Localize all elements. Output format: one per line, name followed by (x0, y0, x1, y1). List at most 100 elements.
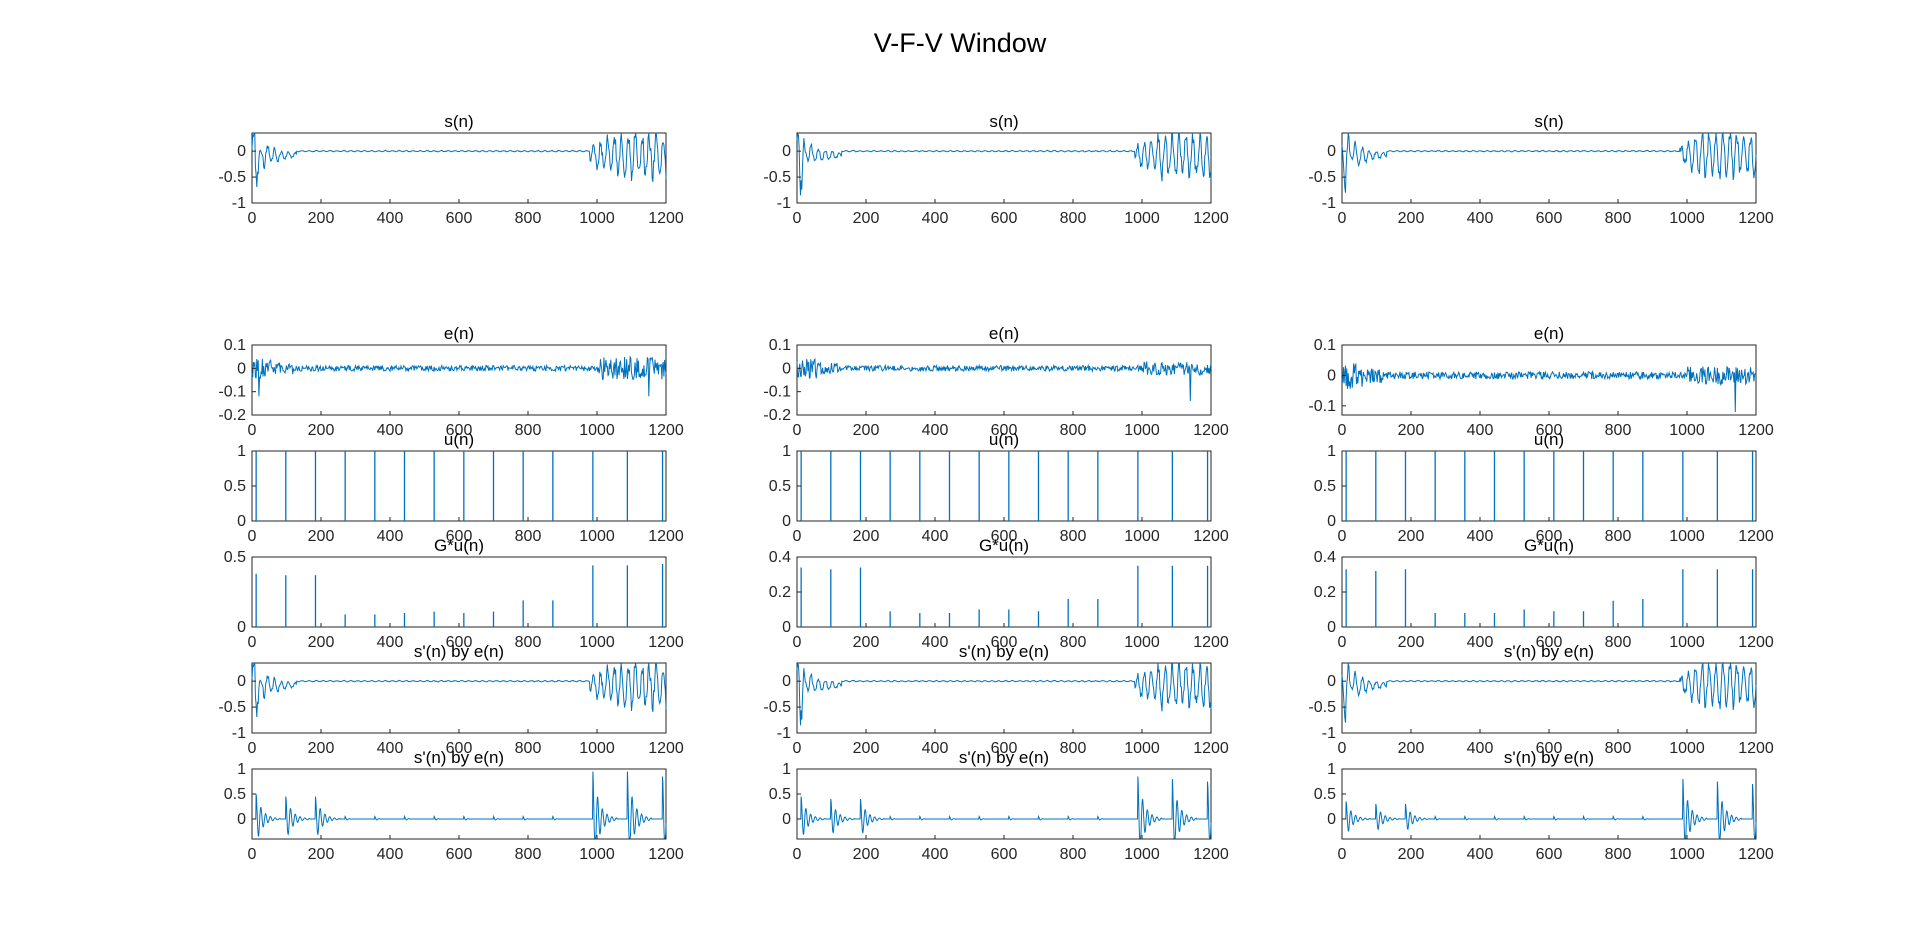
x-tick-label: 0 (1338, 846, 1347, 863)
x-tick-label: 800 (1605, 740, 1632, 757)
y-tick-label: -1 (777, 725, 791, 742)
y-tick-label: 0 (237, 143, 246, 160)
subplot-0-1: 0 200 400 600 800 1000 1200 0 -0.5 -1 s(n) (763, 112, 1228, 227)
x-tick-label: 800 (1060, 740, 1087, 757)
x-tick-label: 600 (446, 528, 473, 545)
x-tick-label: 1200 (1738, 740, 1774, 757)
subplot-title: s'(n) by e(n) (414, 748, 504, 767)
series-line (252, 771, 667, 839)
x-tick-label: 1000 (1669, 846, 1705, 863)
x-tick-label: 200 (1398, 740, 1425, 757)
y-tick-label: 1 (782, 443, 791, 460)
subplot-title: G*u(n) (1524, 536, 1574, 555)
x-tick-label: 400 (377, 846, 404, 863)
x-tick-label: 0 (248, 422, 257, 439)
series-line (1341, 661, 1757, 723)
x-tick-label: 0 (248, 634, 257, 651)
x-tick-label: 600 (1536, 422, 1563, 439)
x-tick-label: 400 (922, 846, 949, 863)
y-tick-label: -1 (232, 725, 246, 742)
x-tick-label: 1200 (648, 528, 684, 545)
y-tick-label: 0.2 (1314, 584, 1336, 601)
y-tick-label: 0 (782, 619, 791, 636)
x-tick-label: 1000 (579, 528, 615, 545)
axes-box (796, 556, 1212, 628)
axes-box (796, 768, 1212, 840)
y-tick-label: 0.5 (224, 549, 246, 566)
x-tick-label: 600 (1536, 210, 1563, 227)
x-tick-label: 600 (1536, 740, 1563, 757)
x-tick-label: 800 (1060, 846, 1087, 863)
x-tick-label: 0 (1338, 528, 1347, 545)
x-tick-label: 400 (922, 740, 949, 757)
y-tick-label: -0.5 (763, 699, 791, 716)
y-tick-label: -0.5 (218, 699, 246, 716)
axes-box (796, 344, 1212, 416)
subplot-title: u(n) (989, 430, 1019, 449)
x-tick-label: 600 (991, 634, 1018, 651)
y-tick-label: 0.1 (224, 337, 246, 354)
x-tick-label: 600 (446, 210, 473, 227)
y-tick-label: 0.1 (1314, 337, 1336, 354)
x-tick-label: 800 (515, 528, 542, 545)
y-tick-label: 0 (782, 513, 791, 530)
y-tick-label: 0 (237, 360, 246, 377)
x-tick-label: 0 (248, 210, 257, 227)
x-tick-label: 1200 (648, 846, 684, 863)
x-tick-label: 400 (1467, 422, 1494, 439)
x-tick-label: 1200 (648, 740, 684, 757)
y-tick-label: -1 (232, 195, 246, 212)
subplot-title: u(n) (444, 430, 474, 449)
x-tick-label: 1000 (579, 634, 615, 651)
subplot-title: s'(n) by e(n) (959, 642, 1049, 661)
y-tick-label: 0.2 (769, 584, 791, 601)
x-tick-label: 400 (1467, 740, 1494, 757)
subplot-title: s'(n) by e(n) (1504, 748, 1594, 767)
x-tick-label: 1200 (648, 422, 684, 439)
x-tick-label: 400 (377, 634, 404, 651)
x-tick-label: 1000 (1124, 210, 1160, 227)
y-tick-label: 0 (782, 811, 791, 828)
series-line (251, 132, 667, 188)
x-tick-label: 200 (308, 740, 335, 757)
y-tick-label: 0.5 (769, 478, 791, 495)
x-tick-label: 1000 (579, 422, 615, 439)
x-tick-label: 1000 (579, 210, 615, 227)
x-tick-label: 600 (446, 634, 473, 651)
axes-box (1341, 556, 1757, 628)
x-tick-label: 0 (793, 846, 802, 863)
x-tick-label: 400 (377, 528, 404, 545)
axes-box (251, 450, 667, 522)
x-tick-label: 1200 (1193, 422, 1229, 439)
x-tick-label: 1200 (1738, 846, 1774, 863)
y-tick-label: 0 (237, 811, 246, 828)
x-tick-label: 800 (1060, 634, 1087, 651)
subplot-title: s'(n) by e(n) (414, 642, 504, 661)
y-tick-label: 0 (237, 513, 246, 530)
subplot-3-1: 0 200 400 600 800 1000 1200 1 0.5 0 u(n) (769, 430, 1229, 545)
y-tick-label: 0 (782, 143, 791, 160)
y-tick-label: 0.5 (224, 786, 246, 803)
axes-box (1341, 344, 1757, 416)
x-tick-label: 200 (308, 210, 335, 227)
y-tick-label: -0.2 (763, 407, 791, 424)
x-tick-label: 800 (1060, 528, 1087, 545)
subplot-6-2: 0 200 400 600 800 1000 1200 1 0.5 0 s'(n) by e(n) (1314, 748, 1774, 863)
x-tick-label: 400 (922, 422, 949, 439)
x-tick-label: 400 (1467, 528, 1494, 545)
axes-box (1341, 132, 1757, 204)
axes-box (1341, 662, 1757, 734)
subplot-5-2: 0 200 400 600 800 1000 1200 0 -0.5 -1 s'(n) by e(n… (1308, 642, 1773, 757)
axes-box (251, 768, 667, 840)
subplot-0-0: 0 200 400 600 800 1000 1200 0 -0.5 -1 s(n) (218, 112, 683, 227)
subplot-title: s(n) (989, 112, 1018, 131)
x-tick-label: 800 (515, 634, 542, 651)
y-tick-label: 0 (237, 619, 246, 636)
x-tick-label: 0 (793, 634, 802, 651)
y-tick-label: 0 (1327, 619, 1336, 636)
x-tick-label: 600 (991, 422, 1018, 439)
x-tick-label: 1000 (1124, 528, 1160, 545)
x-tick-label: 600 (991, 528, 1018, 545)
x-tick-label: 200 (308, 422, 335, 439)
x-tick-label: 0 (793, 528, 802, 545)
